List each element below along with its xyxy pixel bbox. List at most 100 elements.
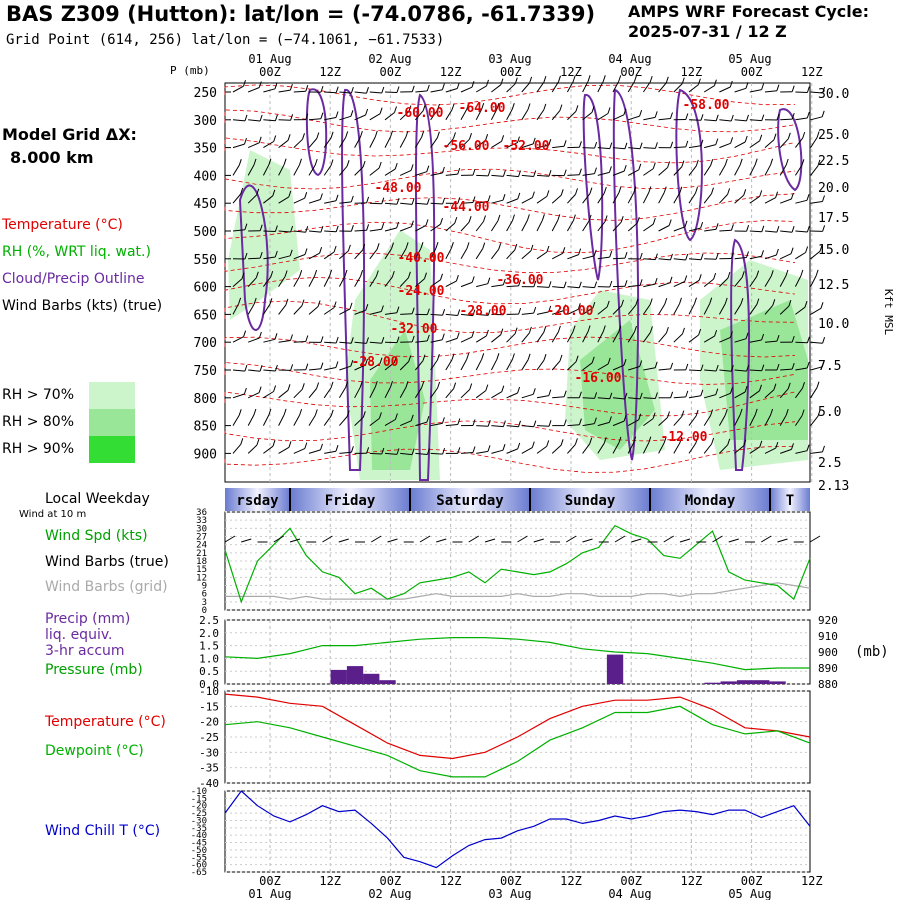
wind-barb-true	[533, 538, 544, 543]
wind-barb	[308, 164, 316, 176]
wind-barb-flag	[562, 247, 566, 254]
wind-barb-flag	[791, 226, 795, 233]
wind-barb-flag	[624, 392, 628, 400]
wind-barb	[551, 220, 559, 232]
wind-barb	[506, 448, 518, 454]
wind-barb-flag	[715, 114, 719, 121]
wind-barb	[703, 443, 712, 454]
wind-barb-flag	[527, 353, 531, 360]
wind-barb-flag	[426, 198, 430, 205]
wind-barb-flag	[608, 416, 612, 423]
wind-barb	[460, 138, 470, 148]
pressure-tick-label: 890	[818, 662, 838, 675]
wind-barb-flag	[761, 333, 765, 341]
wind-barb	[673, 258, 686, 261]
wind-barb	[263, 369, 276, 372]
wind-barb	[278, 139, 289, 148]
wind-barb-flag	[531, 441, 535, 448]
wind-barb-flag	[543, 326, 547, 333]
pressure-tick-label: 850	[194, 420, 217, 435]
wind-barb	[414, 387, 423, 399]
wind-barb-true	[631, 538, 642, 543]
wind-barb	[369, 452, 382, 455]
wind-barb-flag	[314, 158, 318, 166]
wind-barb-flag	[546, 440, 550, 447]
wind-barb-flag	[533, 420, 537, 427]
wind-barb	[627, 81, 635, 93]
weekday-label: T	[786, 493, 794, 509]
wind-barb-flag	[679, 297, 682, 304]
pressure-tick-label: 800	[194, 392, 217, 407]
temp-tick-label: -40	[199, 777, 219, 790]
wind-barb	[354, 166, 364, 176]
wind-barb	[764, 164, 772, 176]
temperature-contour-label: -12.00	[661, 430, 708, 445]
wind-barb-flag	[244, 114, 248, 122]
wind-barb	[506, 425, 519, 428]
wind-barb-flag	[715, 138, 719, 145]
height-tick-label: 25.0	[818, 128, 849, 143]
wind-barb-flag	[471, 330, 475, 338]
wind-barb	[628, 284, 641, 288]
wind-barb	[430, 279, 441, 288]
bottom-hour-label: 12Z	[560, 874, 582, 888]
wind-barb	[703, 193, 712, 204]
wind-barb	[308, 388, 317, 399]
wind-barb-flag	[724, 158, 728, 166]
wind-barb	[263, 195, 274, 204]
wind-barb-flag	[411, 85, 415, 92]
wind-barb	[582, 193, 591, 204]
wind-barb	[262, 304, 271, 315]
wind-barb	[567, 254, 579, 260]
wind-barb	[324, 450, 337, 454]
wind-barb-flag	[530, 244, 534, 252]
bottom-hour-label: 00Z	[259, 874, 281, 888]
temperature-contour	[224, 276, 796, 305]
wind-barb-flag	[698, 328, 702, 336]
wind-barb	[247, 194, 258, 204]
temperature-contour-label: -36.00	[497, 273, 544, 288]
wind-barb-flag	[652, 162, 656, 169]
wind-barb-flag	[649, 326, 653, 333]
wind-barb	[794, 387, 803, 399]
wind-barb-flag	[320, 85, 324, 93]
wind-barb-true	[322, 535, 333, 543]
page-title: BAS Z309 (Hutton): lat/lon = (-74.0786, …	[6, 2, 596, 26]
wind-barb-flag	[649, 298, 653, 305]
wind-barb-flag	[391, 270, 395, 278]
top-date-label: 01 Aug	[248, 52, 291, 66]
wind-barb-flag	[283, 158, 287, 165]
wind-barb	[354, 341, 367, 344]
dewpoint-series	[224, 705, 811, 778]
wind-barb-flag	[648, 186, 652, 193]
wind-barb	[718, 164, 726, 176]
wind-barb-flag	[695, 437, 699, 444]
wind-barb	[703, 278, 714, 287]
pressure-tick-label: 450	[194, 197, 217, 212]
wind-barb-flag	[502, 170, 506, 177]
wind-barb	[642, 81, 651, 93]
pressure-series	[224, 636, 810, 671]
wind-barb	[795, 252, 806, 260]
wind-barb	[552, 310, 564, 315]
wind-barb-flag	[563, 140, 567, 147]
wind-barb-flag	[258, 136, 262, 143]
wind-barb	[415, 360, 424, 371]
wind-barb	[338, 275, 346, 287]
wind-barb-flag	[350, 446, 354, 453]
wind-barb-flag	[304, 442, 308, 449]
wind-barb-flag	[759, 384, 762, 391]
wind-barb-flag	[512, 214, 515, 221]
wind-barb-true	[777, 538, 788, 543]
wind-barb-flag	[396, 306, 400, 313]
wind-barb-flag	[366, 447, 370, 454]
wind-tick-label: 24	[196, 541, 207, 551]
wind-barb	[749, 276, 758, 287]
wind-barb	[779, 414, 787, 426]
wind-barb	[734, 369, 747, 372]
wind-barb-flag	[320, 225, 324, 233]
wind-barb-flag	[424, 272, 427, 279]
wind-barb-flag	[594, 392, 598, 399]
wind-barb-flag	[533, 306, 537, 314]
bottom-hour-label: 12Z	[319, 874, 341, 888]
